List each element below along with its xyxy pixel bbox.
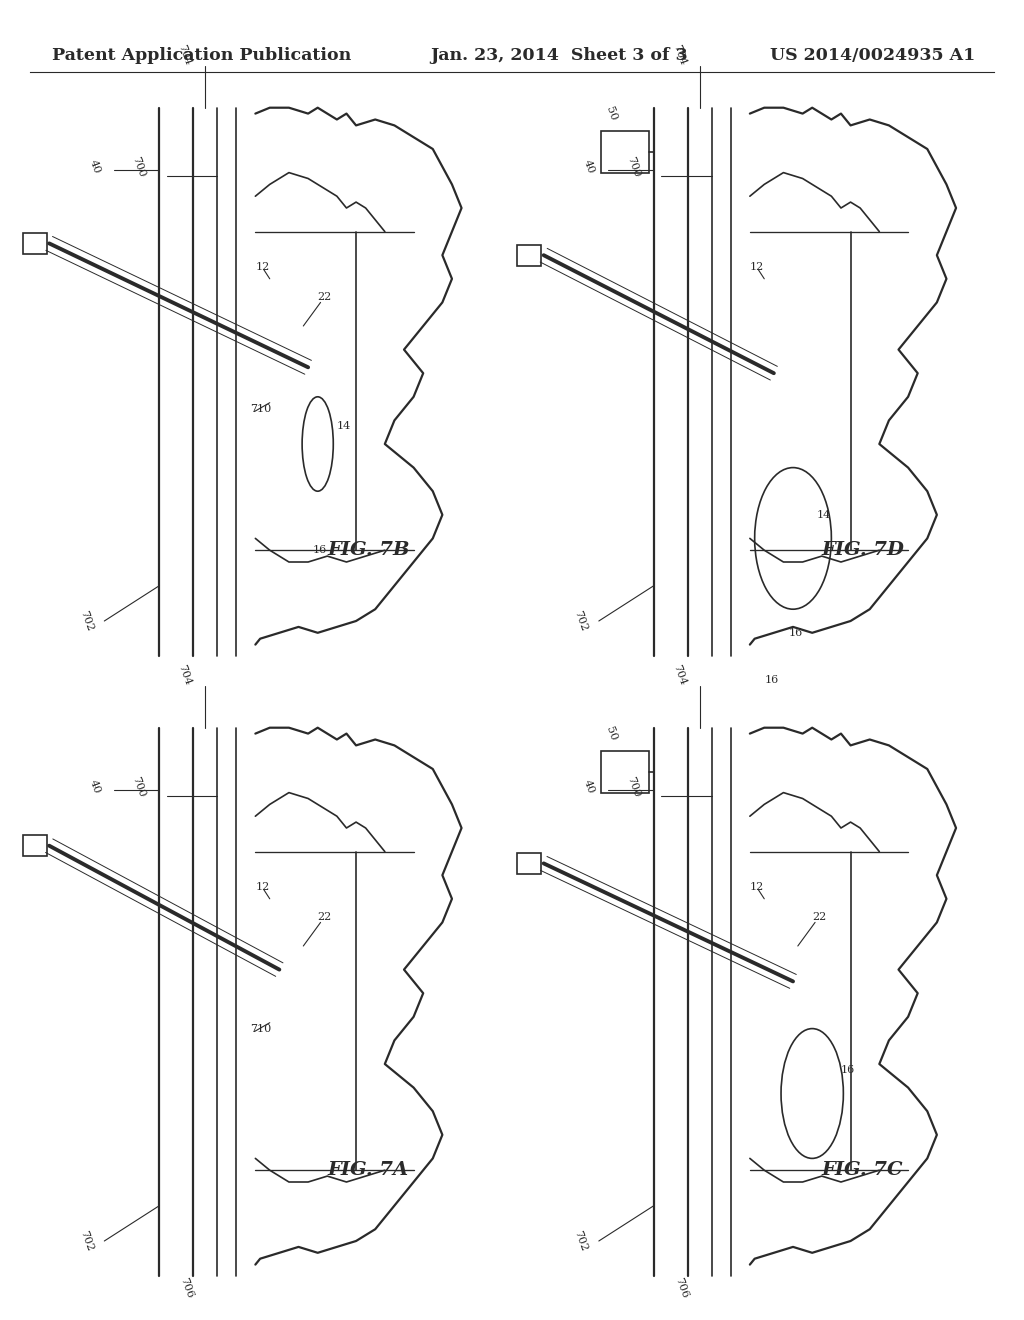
Text: Jan. 23, 2014  Sheet 3 of 3: Jan. 23, 2014 Sheet 3 of 3: [430, 46, 688, 63]
Text: 50: 50: [604, 725, 617, 742]
Text: 22: 22: [812, 912, 826, 921]
Bar: [517, 246, 542, 265]
Text: 40: 40: [582, 158, 596, 176]
Text: 706: 706: [178, 1276, 196, 1300]
Bar: [601, 131, 649, 173]
Text: 700: 700: [626, 154, 642, 178]
Text: 710: 710: [251, 1023, 271, 1034]
Text: 40: 40: [582, 779, 596, 795]
Bar: [601, 751, 649, 792]
Text: 50: 50: [604, 106, 617, 121]
Text: 16: 16: [313, 545, 327, 556]
Text: US 2014/0024935 A1: US 2014/0024935 A1: [770, 46, 975, 63]
Text: FIG. 7B: FIG. 7B: [328, 541, 410, 560]
Text: 704: 704: [176, 44, 193, 66]
Text: 16: 16: [788, 628, 803, 638]
Text: 710: 710: [251, 404, 271, 413]
Text: 14: 14: [337, 421, 351, 432]
Text: 700: 700: [626, 775, 642, 799]
Text: 12: 12: [255, 882, 269, 892]
Bar: [517, 853, 542, 874]
Text: 702: 702: [572, 1229, 589, 1253]
Text: 700: 700: [131, 775, 147, 799]
Text: FIG. 7A: FIG. 7A: [328, 1162, 409, 1179]
Text: 704: 704: [176, 663, 193, 686]
Text: 12: 12: [750, 882, 764, 892]
Text: 22: 22: [317, 912, 332, 921]
Text: 702: 702: [78, 1229, 94, 1253]
Text: 702: 702: [78, 610, 94, 632]
Text: FIG. 7C: FIG. 7C: [822, 1162, 903, 1179]
Text: 40: 40: [87, 779, 101, 795]
Text: 704: 704: [671, 663, 687, 686]
Text: 14: 14: [817, 510, 831, 520]
Text: Patent Application Publication: Patent Application Publication: [52, 46, 351, 63]
Bar: [23, 836, 47, 857]
Text: 12: 12: [750, 261, 764, 272]
Text: 12: 12: [255, 261, 269, 272]
Text: FIG. 7D: FIG. 7D: [822, 541, 904, 560]
Bar: [23, 234, 47, 253]
Text: 700: 700: [131, 154, 147, 178]
Text: 22: 22: [317, 292, 332, 301]
Text: 702: 702: [572, 610, 589, 632]
Text: 706: 706: [673, 1276, 690, 1300]
Text: 16: 16: [841, 1065, 855, 1074]
Text: 704: 704: [671, 44, 687, 66]
Text: 40: 40: [87, 158, 101, 176]
Text: 16: 16: [764, 675, 778, 685]
